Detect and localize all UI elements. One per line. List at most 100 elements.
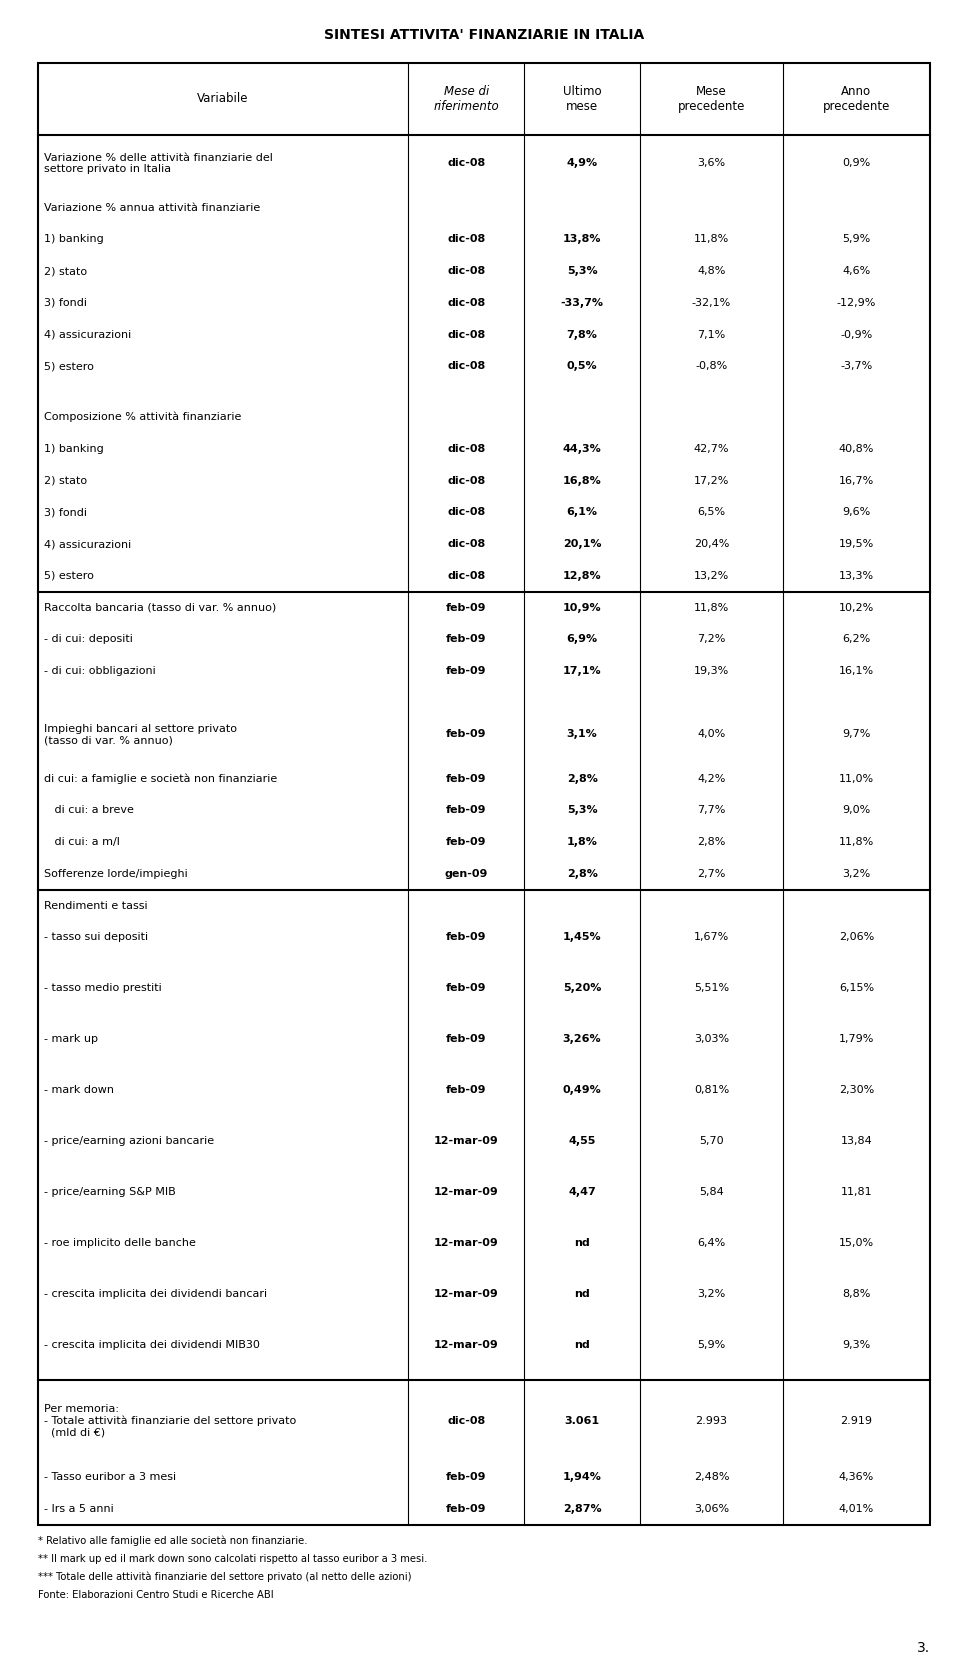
Text: 2,06%: 2,06% (839, 932, 874, 942)
Text: feb-09: feb-09 (445, 729, 487, 739)
Text: feb-09: feb-09 (445, 984, 487, 994)
Text: - tasso sui depositi: - tasso sui depositi (44, 932, 148, 942)
Text: 2) stato: 2) stato (44, 475, 87, 485)
Text: - price/earning azioni bancarie: - price/earning azioni bancarie (44, 1136, 214, 1146)
Text: 9,0%: 9,0% (842, 805, 871, 815)
Text: 5,3%: 5,3% (566, 805, 597, 815)
Text: 5,9%: 5,9% (697, 1340, 726, 1350)
Text: 5) estero: 5) estero (44, 570, 94, 581)
Text: -0,9%: -0,9% (840, 330, 873, 340)
Text: dic-08: dic-08 (447, 475, 486, 485)
Text: 6,9%: 6,9% (566, 634, 598, 644)
Text: dic-08: dic-08 (447, 1415, 486, 1425)
Text: 11,8%: 11,8% (839, 836, 874, 847)
Text: 12-mar-09: 12-mar-09 (434, 1186, 498, 1196)
Text: 0,5%: 0,5% (566, 361, 597, 371)
Text: Impieghi bancari al settore privato
(tasso di var. % annuo): Impieghi bancari al settore privato (tas… (44, 724, 237, 744)
Text: 20,4%: 20,4% (694, 539, 730, 549)
Text: 6,15%: 6,15% (839, 984, 874, 994)
Text: 12-mar-09: 12-mar-09 (434, 1238, 498, 1248)
Text: 6,5%: 6,5% (697, 507, 726, 517)
Text: feb-09: feb-09 (445, 932, 487, 942)
Text: 9,6%: 9,6% (842, 507, 871, 517)
Text: dic-08: dic-08 (447, 539, 486, 549)
Text: 4,8%: 4,8% (697, 266, 726, 276)
Text: 2,48%: 2,48% (694, 1472, 730, 1482)
Text: feb-09: feb-09 (445, 1034, 487, 1044)
Text: 9,7%: 9,7% (842, 729, 871, 739)
Text: 3,6%: 3,6% (697, 159, 726, 169)
Text: 0,81%: 0,81% (694, 1086, 729, 1096)
Text: nd: nd (574, 1238, 590, 1248)
Text: 2) stato: 2) stato (44, 266, 87, 276)
Text: feb-09: feb-09 (445, 773, 487, 783)
Text: -0,8%: -0,8% (695, 361, 728, 371)
Text: 3,2%: 3,2% (697, 1288, 726, 1298)
Text: 5,3%: 5,3% (566, 266, 597, 276)
Text: -33,7%: -33,7% (561, 298, 604, 308)
Text: 16,7%: 16,7% (839, 475, 874, 485)
Text: - di cui: obbligazioni: - di cui: obbligazioni (44, 666, 156, 676)
Text: -32,1%: -32,1% (692, 298, 732, 308)
Text: 5,51%: 5,51% (694, 984, 729, 994)
Text: 11,0%: 11,0% (839, 773, 874, 783)
Text: - Irs a 5 anni: - Irs a 5 anni (44, 1504, 113, 1514)
Text: 7,2%: 7,2% (697, 634, 726, 644)
Text: Variabile: Variabile (198, 92, 249, 105)
Text: 9,3%: 9,3% (842, 1340, 871, 1350)
Text: nd: nd (574, 1288, 590, 1298)
Text: 3) fondi: 3) fondi (44, 298, 87, 308)
Text: Sofferenze lorde/impieghi: Sofferenze lorde/impieghi (44, 868, 188, 878)
Text: 12-mar-09: 12-mar-09 (434, 1340, 498, 1350)
Text: Fonte: Elaborazioni Centro Studi e Ricerche ABI: Fonte: Elaborazioni Centro Studi e Ricer… (38, 1591, 274, 1601)
Text: 2,87%: 2,87% (563, 1504, 601, 1514)
Text: 4,47: 4,47 (568, 1186, 596, 1196)
Text: 12-mar-09: 12-mar-09 (434, 1136, 498, 1146)
Text: - Tasso euribor a 3 mesi: - Tasso euribor a 3 mesi (44, 1472, 176, 1482)
Text: - di cui: depositi: - di cui: depositi (44, 634, 132, 644)
Text: 2,8%: 2,8% (566, 773, 597, 783)
Text: 4,6%: 4,6% (842, 266, 871, 276)
Text: 7,1%: 7,1% (697, 330, 726, 340)
Text: *** Totale delle attività finanziarie del settore privato (al netto delle azioni: *** Totale delle attività finanziarie de… (38, 1573, 412, 1583)
Text: 6,2%: 6,2% (842, 634, 871, 644)
Text: 4,0%: 4,0% (697, 729, 726, 739)
Text: 2,8%: 2,8% (697, 836, 726, 847)
Text: feb-09: feb-09 (445, 602, 487, 612)
Text: feb-09: feb-09 (445, 805, 487, 815)
Text: 3,26%: 3,26% (563, 1034, 601, 1044)
Text: - price/earning S&P MIB: - price/earning S&P MIB (44, 1186, 176, 1196)
Text: 11,8%: 11,8% (694, 602, 729, 612)
Text: di cui: a breve: di cui: a breve (44, 805, 133, 815)
Text: 2,7%: 2,7% (697, 868, 726, 878)
Text: 5,9%: 5,9% (842, 234, 871, 244)
Text: feb-09: feb-09 (445, 666, 487, 676)
Text: Variazione % delle attività finanziarie del
settore privato in Italia: Variazione % delle attività finanziarie … (44, 152, 273, 174)
Text: gen-09: gen-09 (444, 868, 488, 878)
Text: 19,5%: 19,5% (839, 539, 874, 549)
Text: Mese
precedente: Mese precedente (678, 85, 745, 114)
Text: di cui: a m/l: di cui: a m/l (44, 836, 120, 847)
Text: 15,0%: 15,0% (839, 1238, 874, 1248)
Text: dic-08: dic-08 (447, 570, 486, 581)
Text: dic-08: dic-08 (447, 234, 486, 244)
Text: 3,06%: 3,06% (694, 1504, 729, 1514)
Text: 1,8%: 1,8% (566, 836, 597, 847)
Bar (38, 64, 930, 1526)
Text: 12-mar-09: 12-mar-09 (434, 1288, 498, 1298)
Text: dic-08: dic-08 (447, 507, 486, 517)
Text: 8,8%: 8,8% (842, 1288, 871, 1298)
Text: Variazione % annua attività finanziarie: Variazione % annua attività finanziarie (44, 202, 260, 212)
Text: 16,1%: 16,1% (839, 666, 874, 676)
Text: 5) estero: 5) estero (44, 361, 94, 371)
Text: 5,84: 5,84 (699, 1186, 724, 1196)
Text: dic-08: dic-08 (447, 443, 486, 453)
Text: 13,2%: 13,2% (694, 570, 729, 581)
Text: 4,9%: 4,9% (566, 159, 598, 169)
Text: di cui: a famiglie e società non finanziarie: di cui: a famiglie e società non finanzi… (44, 773, 277, 785)
Text: 17,2%: 17,2% (694, 475, 730, 485)
Text: -3,7%: -3,7% (840, 361, 873, 371)
Text: 44,3%: 44,3% (563, 443, 602, 453)
Text: 6,1%: 6,1% (566, 507, 598, 517)
Text: 4) assicurazioni: 4) assicurazioni (44, 330, 132, 340)
